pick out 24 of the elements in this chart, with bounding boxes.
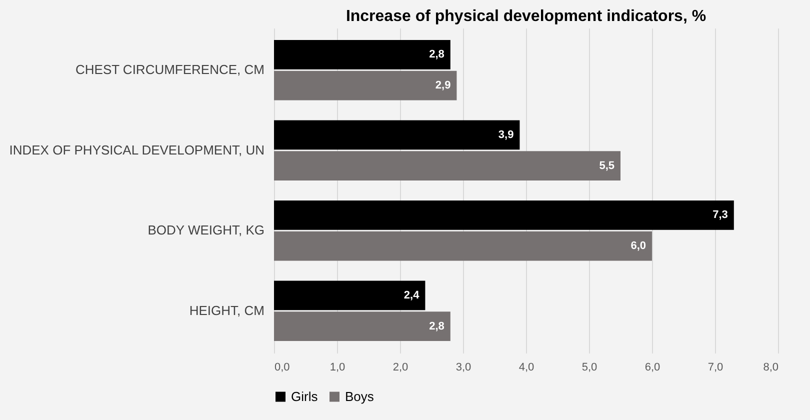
legend-label: Girls <box>291 388 318 404</box>
y-tick-label: INDEX OF PHYSICAL DEVELOPMENT, UN <box>9 142 264 158</box>
x-tick-label: 7,0 <box>708 362 724 374</box>
y-tick-label: BODY WEIGHT, KG <box>148 222 264 238</box>
x-tick-label: 6,0 <box>644 362 660 374</box>
x-tick-label: 4,0 <box>518 362 534 374</box>
x-tick-label: 5,0 <box>582 362 598 374</box>
data-label: 2,8 <box>429 48 444 61</box>
x-tick-label: 1,0 <box>330 362 346 374</box>
x-tick-label: 8,0 <box>763 362 778 374</box>
data-label: 2,8 <box>429 320 444 332</box>
data-label: 7,3 <box>712 209 728 222</box>
y-tick-label: CHEST CIRCUMFERENCE, CM <box>76 62 264 78</box>
x-tick-label: 0,0 <box>274 362 290 374</box>
data-label: 2,4 <box>404 289 420 302</box>
data-label: 2,9 <box>435 80 451 92</box>
y-tick-label: HEIGHT, CM <box>189 302 264 318</box>
legend-label: Boys <box>345 388 374 404</box>
data-label: 6,0 <box>630 240 646 252</box>
data-label: 5,5 <box>599 160 614 172</box>
chart-title: Increase of physical development indicators, % <box>346 8 706 25</box>
x-tick-label: 3,0 <box>456 362 472 374</box>
x-tick-label: 2,0 <box>392 362 408 374</box>
data-label: 3,9 <box>498 128 514 141</box>
